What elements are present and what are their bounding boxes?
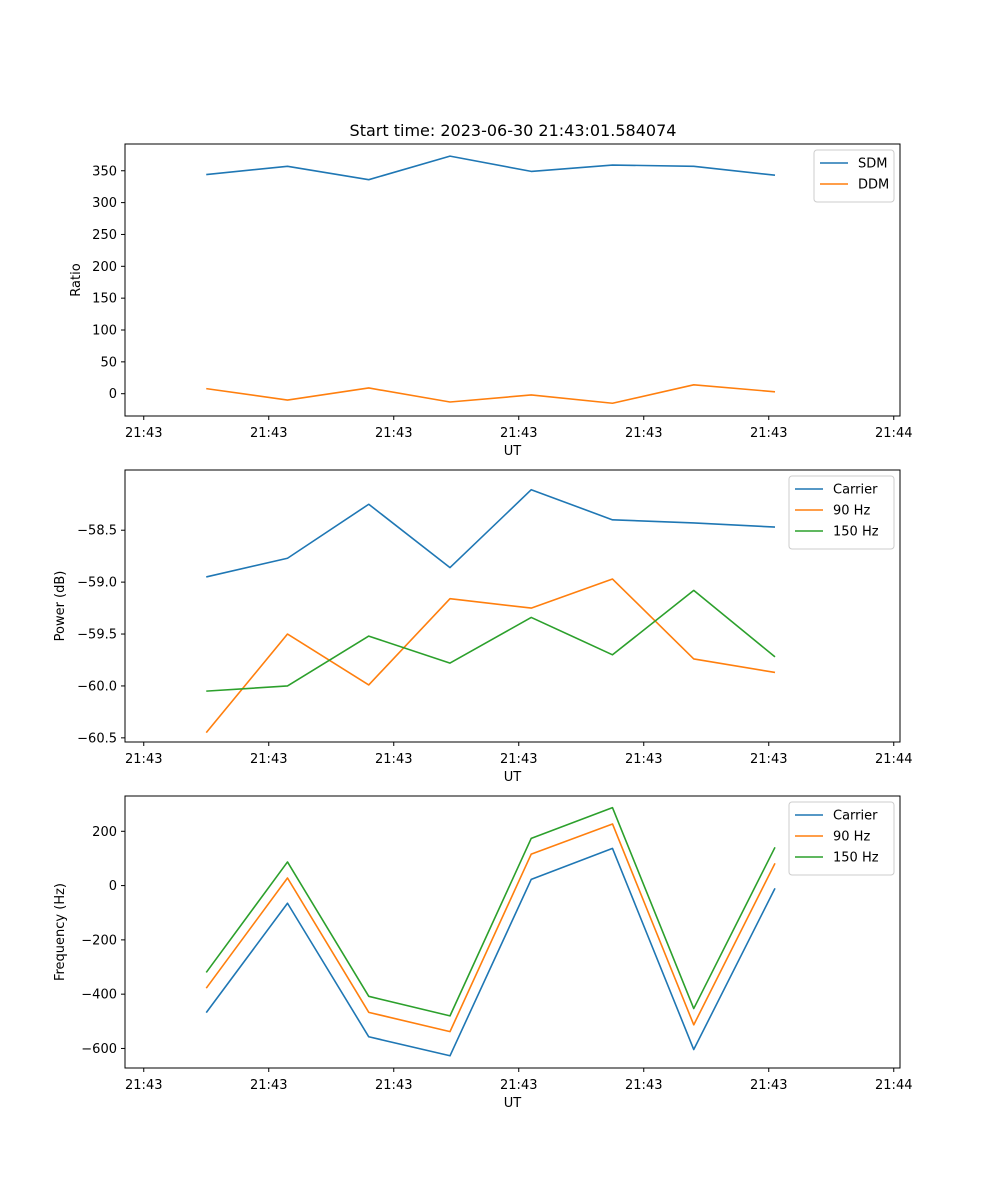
y-tick-label: −60.0 bbox=[77, 679, 117, 694]
series-line-carrier bbox=[205, 847, 776, 1057]
y-tick-label: −60.5 bbox=[77, 731, 117, 746]
y-tick-label: −58.5 bbox=[77, 524, 117, 539]
x-tick-label: 21:43 bbox=[250, 426, 287, 441]
legend: SDM DDM bbox=[813, 149, 895, 203]
y-tick-label: 200 bbox=[92, 825, 117, 840]
x-tick-label: 21:43 bbox=[250, 1078, 287, 1093]
chart-panel-2: 21:43 21:43 21:43 21:43 21:43 21:43 21:44 −60.5… bbox=[53, 469, 912, 785]
x-tick-label: 21:43 bbox=[375, 1078, 412, 1093]
y-axis-label: Frequency (Hz) bbox=[53, 883, 68, 981]
y-axis-label: Ratio bbox=[69, 263, 84, 296]
series-line-90-hz bbox=[205, 823, 776, 1033]
y-tick-label: −400 bbox=[81, 988, 117, 1003]
x-tick-label: 21:43 bbox=[750, 752, 787, 767]
plot-frame bbox=[124, 143, 901, 417]
y-tick-label: −59.5 bbox=[77, 628, 117, 643]
plot-frame bbox=[124, 795, 901, 1069]
x-tick-label: 21:44 bbox=[875, 426, 912, 441]
legend: Carrier 90 Hz 150 Hz bbox=[788, 475, 895, 550]
x-axis-label: UT bbox=[504, 770, 522, 785]
legend-label: Carrier bbox=[833, 483, 878, 498]
x-tick-label: 21:43 bbox=[625, 426, 662, 441]
y-tick-label: 150 bbox=[92, 292, 117, 307]
legend-label: 150 Hz bbox=[833, 525, 879, 540]
y-tick-label: −600 bbox=[81, 1042, 117, 1057]
x-tick-label: 21:43 bbox=[750, 426, 787, 441]
series-line-sdm bbox=[206, 155, 776, 181]
x-tick-label: 21:43 bbox=[500, 752, 537, 767]
y-axis-label: Power (dB) bbox=[53, 571, 68, 642]
legend-label: SDM bbox=[858, 157, 887, 172]
y-tick-label: 300 bbox=[92, 196, 117, 211]
y-tick-label: 250 bbox=[92, 228, 117, 243]
x-tick-label: 21:43 bbox=[125, 426, 162, 441]
legend-label: DDM bbox=[858, 178, 889, 193]
legend-label: 90 Hz bbox=[833, 830, 870, 845]
series-line-ddm bbox=[206, 383, 776, 405]
y-tick-label: −59.0 bbox=[77, 576, 117, 591]
x-tick-label: 21:43 bbox=[500, 1078, 537, 1093]
y-tick-label: 0 bbox=[109, 387, 117, 402]
plot-frame bbox=[124, 469, 901, 743]
x-tick-label: 21:43 bbox=[375, 752, 412, 767]
x-tick-label: 21:43 bbox=[625, 1078, 662, 1093]
x-axis-label: UT bbox=[504, 444, 522, 459]
legend-label: 90 Hz bbox=[833, 504, 870, 519]
x-tick-label: 21:43 bbox=[125, 1078, 162, 1093]
legend: Carrier 90 Hz 150 Hz bbox=[788, 801, 895, 876]
y-tick-label: 350 bbox=[92, 164, 117, 179]
x-tick-label: 21:43 bbox=[250, 752, 287, 767]
y-tick-label: 100 bbox=[92, 324, 117, 339]
figure-title: Start time: 2023-06-30 21:43:01.584074 bbox=[350, 121, 677, 140]
y-tick-label: −200 bbox=[81, 933, 117, 948]
series-line-150-hz bbox=[205, 806, 776, 1017]
legend-label: Carrier bbox=[833, 809, 878, 824]
legend-label: 150 Hz bbox=[833, 851, 879, 866]
y-tick-label: 200 bbox=[92, 260, 117, 275]
x-tick-label: 21:44 bbox=[875, 752, 912, 767]
chart-panel-3: 21:43 21:43 21:43 21:43 21:43 21:43 21:44 −600 −… bbox=[53, 795, 912, 1111]
series-line-90-hz bbox=[205, 578, 776, 734]
x-tick-label: 21:43 bbox=[625, 752, 662, 767]
chart-panel-1: 21:43 21:43 21:43 21:43 21:43 21:43 21:44 0 50 10… bbox=[69, 143, 912, 459]
series-line-150-hz bbox=[206, 589, 776, 692]
x-tick-label: 21:43 bbox=[500, 426, 537, 441]
x-tick-label: 21:43 bbox=[750, 1078, 787, 1093]
y-tick-label: 50 bbox=[100, 355, 117, 370]
series-line-carrier bbox=[206, 488, 776, 578]
x-tick-label: 21:44 bbox=[875, 1078, 912, 1093]
y-tick-label: 0 bbox=[109, 879, 117, 894]
x-tick-label: 21:43 bbox=[375, 426, 412, 441]
x-tick-label: 21:43 bbox=[125, 752, 162, 767]
x-axis-label: UT bbox=[504, 1096, 522, 1111]
